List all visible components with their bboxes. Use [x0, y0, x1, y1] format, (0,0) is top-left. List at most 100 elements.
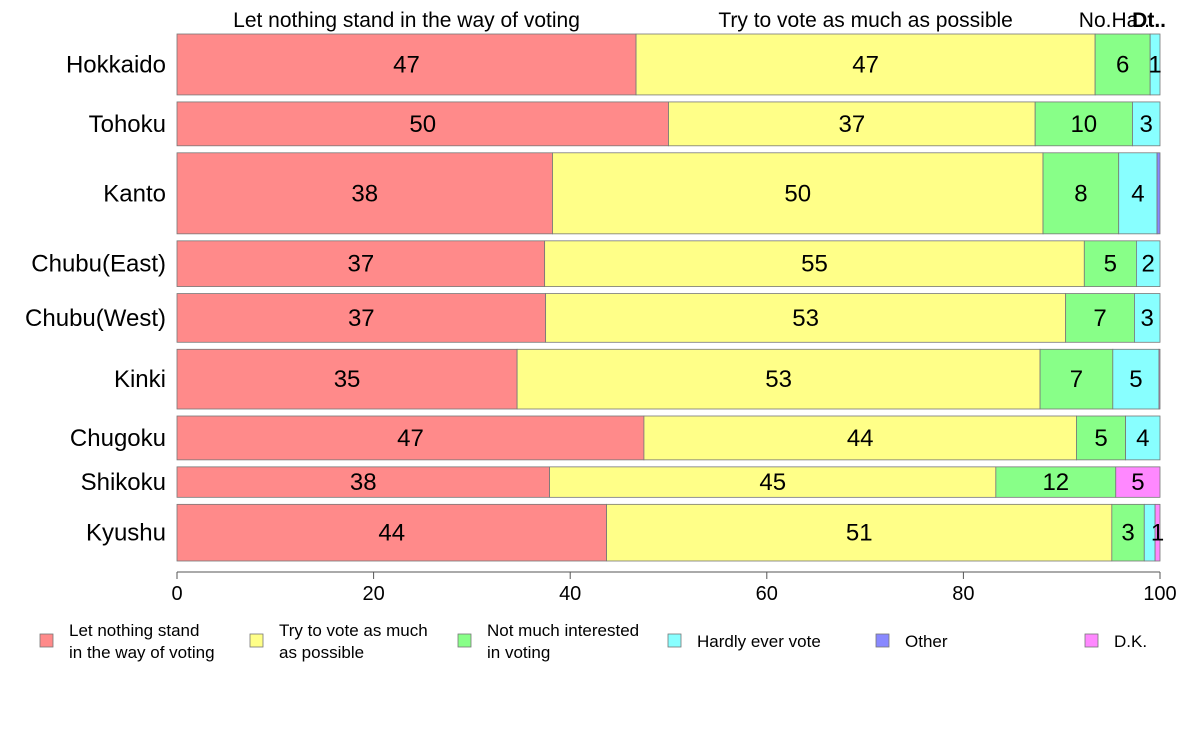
data-label-hokkaido-let-nothing-stand-in-the-way-of-voting: 47: [393, 51, 420, 78]
bar-segment-kinki-not-much-interested-in-voting: [1039, 348, 1114, 410]
category-label-tohoku: Tohoku: [89, 111, 166, 138]
bar-row-chubu-west: 37 53 7 3: [176, 293, 1161, 343]
data-label-shikoku-try-to-vote-as-much-as-possible: 45: [759, 469, 786, 496]
x-tick-label-40: 40: [559, 583, 581, 605]
bar-segment-shikoku-d-k: [1115, 466, 1161, 498]
category-label-chubu-west: Chubu(West): [25, 305, 166, 332]
bars: 47 47 6 150 37 10 338 50 8 437 55 5 237 53 7 335 53 7 547 4…: [176, 33, 1164, 562]
data-label-kyushu-try-to-vote-as-much-as-possible: 51: [846, 520, 873, 547]
legend-swatch-not-much-interested-in-voting: [457, 633, 472, 648]
bar-row-shikoku: 38 45 12 5: [176, 466, 1161, 498]
bar-segment-tohoku-hardly-ever-vote: [1132, 101, 1161, 147]
legend-swatch-try-to-vote-as-much-as-possible: [249, 633, 264, 648]
data-label-tohoku-try-to-vote-as-much-as-possible: 37: [838, 111, 865, 138]
bar-segment-chugoku-not-much-interested-in-voting: [1076, 415, 1126, 461]
legend-label-other: Other: [905, 632, 948, 651]
category-label-hokkaido: Hokkaido: [66, 51, 166, 78]
x-axis: 0 20 40 60 80 100: [171, 571, 1177, 605]
bar-segment-chubu-east-not-much-interested-in-voting: [1083, 240, 1137, 287]
legend-item-try-to-vote-as-much-as-possible: Try to vote as much as possible: [249, 621, 428, 662]
legend-item-d-k: D.K.: [1084, 632, 1147, 651]
bar-row-kyushu: 44 51 3 1: [176, 503, 1164, 562]
bar-segment-chubu-east-let-nothing-stand-in-the-way-of-voting: [176, 240, 546, 287]
data-label-chubu-west-not-much-interested-in-voting: 7: [1093, 305, 1106, 332]
legend-label-not-much-interested-in-voting: Not much interested in voting: [487, 621, 639, 662]
legend-item-not-much-interested-in-voting: Not much interested in voting: [457, 621, 639, 662]
bar-segment-kanto-not-much-interested-in-voting: [1042, 152, 1120, 235]
bar-segment-chubu-west-try-to-vote-as-much-as-possible: [545, 293, 1067, 343]
category-label-chugoku: Chugoku: [70, 425, 166, 452]
legend-label-hardly-ever-vote: Hardly ever vote: [697, 632, 821, 651]
data-label-chubu-east-let-nothing-stand-in-the-way-of-voting: 37: [347, 251, 374, 278]
bar-segment-chubu-east-hardly-ever-vote: [1136, 240, 1161, 287]
x-tick-label-80: 80: [952, 583, 974, 605]
bar-segment-tohoku-try-to-vote-as-much-as-possible: [668, 101, 1036, 147]
data-label-kanto-try-to-vote-as-much-as-possible: 50: [784, 180, 811, 207]
top-headers: Let nothing stand in the way of voting Tr…: [233, 9, 1166, 32]
data-label-chugoku-try-to-vote-as-much-as-possible: 44: [847, 425, 874, 452]
data-label-kyushu-d-k: 1: [1151, 520, 1164, 547]
legend-label-d-k: D.K.: [1114, 632, 1147, 651]
category-label-kanto: Kanto: [103, 180, 166, 207]
bar-segment-kinki-try-to-vote-as-much-as-possible: [516, 348, 1041, 410]
bar-segment-kinki-let-nothing-stand-in-the-way-of-voting: [176, 348, 518, 410]
data-label-kyushu-not-much-interested-in-voting: 3: [1121, 520, 1134, 547]
bar-segment-kyushu-try-to-vote-as-much-as-possible: [606, 503, 1113, 562]
legend-label-try-to-vote-as-much-as-possible: Try to vote as much as possible: [279, 621, 428, 662]
legend-label-let-nothing-stand-in-the-way-of-voting: Let nothing stand in the way of voting: [69, 621, 215, 662]
data-label-shikoku-let-nothing-stand-in-the-way-of-voting: 38: [350, 469, 377, 496]
bar-segment-chubu-west-let-nothing-stand-in-the-way-of-voting: [176, 293, 547, 343]
category-label-shikoku: Shikoku: [81, 469, 166, 496]
data-label-kinki-hardly-ever-vote: 5: [1129, 366, 1142, 393]
top-header-1: Let nothing stand in the way of voting: [233, 9, 580, 32]
data-label-hokkaido-try-to-vote-as-much-as-possible: 47: [852, 51, 879, 78]
bar-segment-chugoku-let-nothing-stand-in-the-way-of-voting: [176, 415, 645, 461]
data-label-chubu-west-hardly-ever-vote: 3: [1141, 305, 1154, 332]
data-label-kinki-not-much-interested-in-voting: 7: [1070, 366, 1083, 393]
data-label-hokkaido-hardly-ever-vote: 1: [1148, 51, 1161, 78]
bar-segment-kyushu-d-k: [1154, 503, 1161, 562]
data-label-shikoku-d-k: 5: [1131, 469, 1144, 496]
bar-segment-kinki-d-k: [1158, 348, 1161, 410]
data-label-kanto-hardly-ever-vote: 4: [1131, 180, 1144, 207]
legend-swatch-d-k: [1084, 633, 1099, 648]
bar-segment-kanto-hardly-ever-vote: [1118, 152, 1158, 235]
bar-segment-chubu-west-hardly-ever-vote: [1134, 293, 1161, 343]
bar-segment-kanto-other: [1156, 152, 1161, 235]
top-header-3: No.Ha..: [1079, 9, 1150, 32]
bar-segment-tohoku-not-much-interested-in-voting: [1034, 101, 1133, 147]
legend-swatch-other: [875, 633, 890, 648]
x-tick-label-0: 0: [171, 583, 182, 605]
category-label-kinki: Kinki: [114, 366, 166, 393]
legend-item-other: Other: [875, 632, 948, 651]
bar-segment-kanto-let-nothing-stand-in-the-way-of-voting: [176, 152, 553, 235]
bar-segment-kinki-hardly-ever-vote: [1112, 348, 1160, 410]
bar-segment-chugoku-hardly-ever-vote: [1125, 415, 1161, 461]
bar-segment-chubu-east-try-to-vote-as-much-as-possible: [544, 240, 1085, 287]
bar-row-chugoku: 47 44 5 4: [176, 415, 1161, 461]
data-label-tohoku-let-nothing-stand-in-the-way-of-voting: 50: [409, 111, 436, 138]
category-label-kyushu: Kyushu: [86, 520, 166, 547]
data-label-chugoku-hardly-ever-vote: 4: [1136, 425, 1149, 452]
data-label-tohoku-hardly-ever-vote: 3: [1140, 111, 1153, 138]
legend-swatch-hardly-ever-vote: [667, 633, 682, 648]
bar-segment-tohoku-let-nothing-stand-in-the-way-of-voting: [176, 101, 669, 147]
bar-segment-shikoku-not-much-interested-in-voting: [995, 466, 1117, 498]
bar-row-hokkaido: 47 47 6 1: [176, 33, 1162, 96]
data-label-chubu-east-try-to-vote-as-much-as-possible: 55: [801, 251, 828, 278]
legend-item-hardly-ever-vote: Hardly ever vote: [667, 632, 821, 651]
data-label-shikoku-not-much-interested-in-voting: 12: [1042, 469, 1069, 496]
x-tick-label-100: 100: [1143, 583, 1176, 605]
x-tick-label-20: 20: [362, 583, 384, 605]
data-label-chugoku-not-much-interested-in-voting: 5: [1094, 425, 1107, 452]
category-label-chubu-east: Chubu(East): [31, 251, 166, 278]
category-labels: Hokkaido Tohoku Kanto Chubu(East) Chubu(West…: [25, 51, 166, 546]
top-header-4: Dt..: [1132, 9, 1166, 32]
legend-item-let-nothing-stand-in-the-way-of-voting: Let nothing stand in the way of voting: [39, 621, 215, 662]
x-tick-label-60: 60: [756, 583, 778, 605]
data-label-kyushu-let-nothing-stand-in-the-way-of-voting: 44: [378, 520, 405, 547]
data-label-kinki-try-to-vote-as-much-as-possible: 53: [765, 366, 792, 393]
data-label-kinki-let-nothing-stand-in-the-way-of-voting: 35: [334, 366, 361, 393]
data-label-chubu-east-not-much-interested-in-voting: 5: [1104, 251, 1117, 278]
